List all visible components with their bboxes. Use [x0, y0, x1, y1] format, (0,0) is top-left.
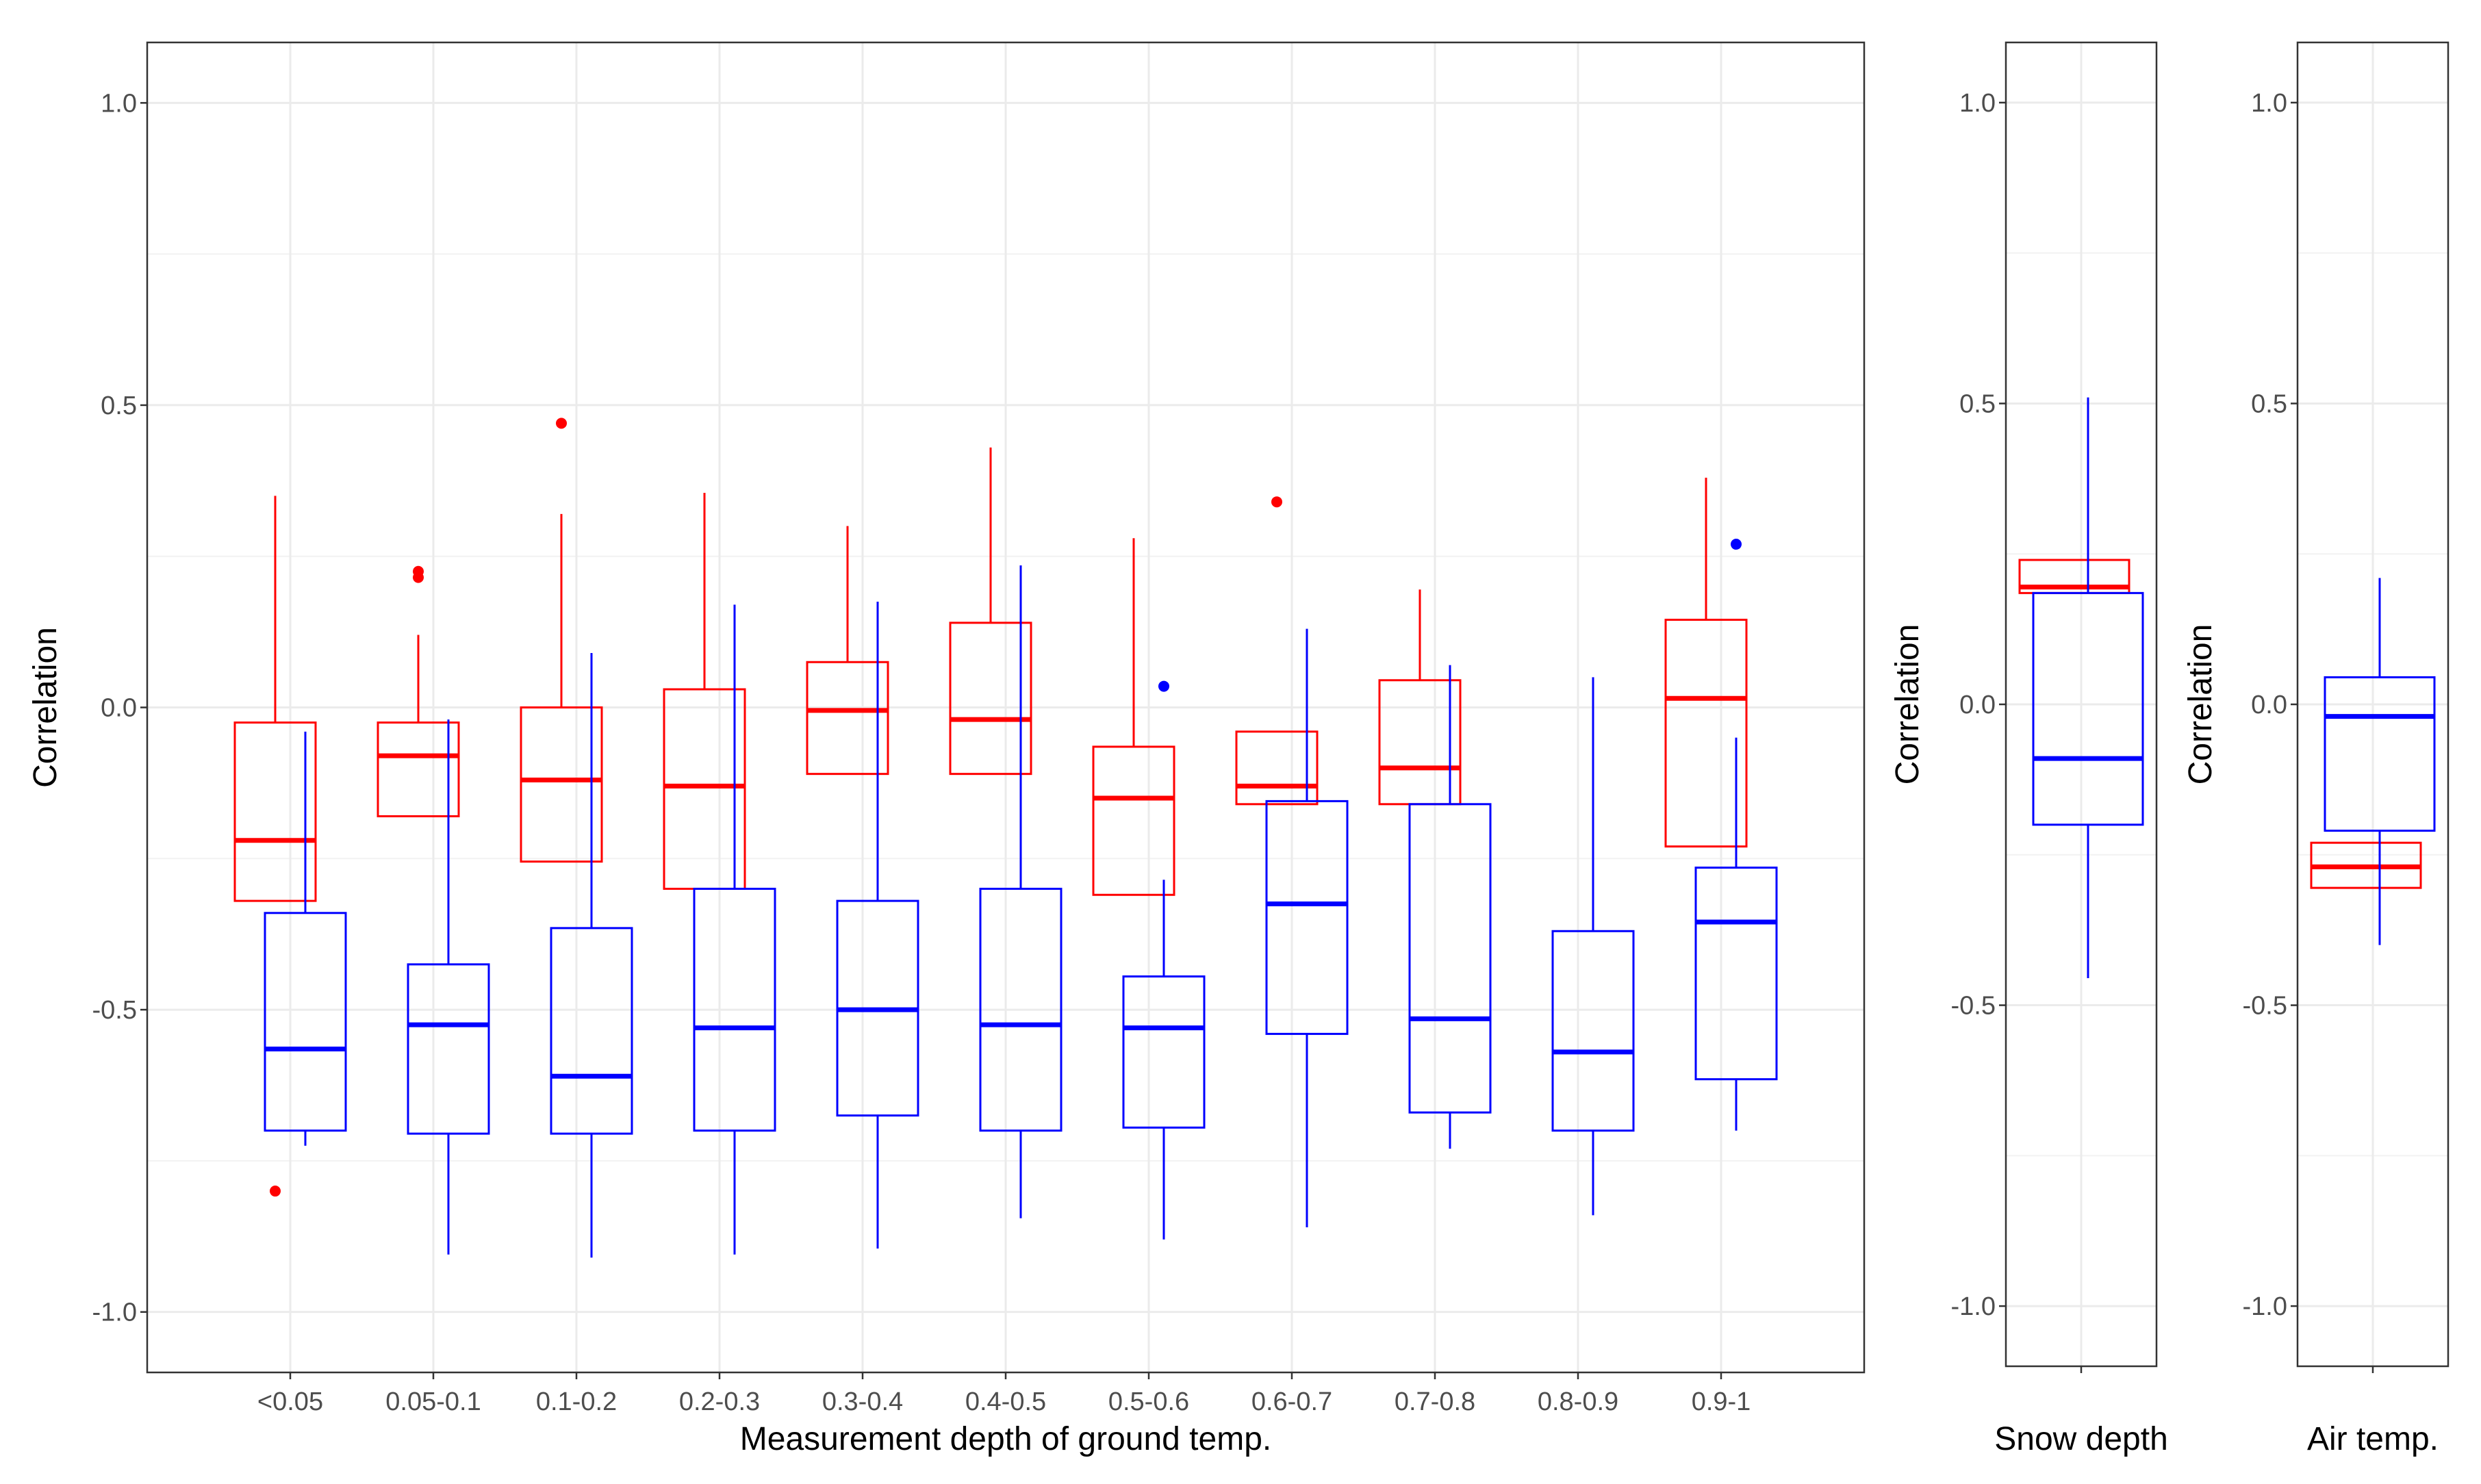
box-red-0.6-0.7 [1235, 496, 1319, 806]
iqr-box [1551, 930, 1635, 1132]
x-tick-label: 0.5-0.6 [1108, 1387, 1189, 1416]
box-blue-0.6-0.7 [1265, 628, 1349, 1228]
x-tick-label: 0.05-0.1 [385, 1387, 481, 1416]
box-red-0.05-0.1 [377, 565, 460, 817]
iqr-box [233, 721, 317, 902]
y-tick-label: 1.0 [1959, 89, 1996, 118]
box-blue-0.5-0.6 [1122, 680, 1206, 1240]
box-blue-<0.05 [264, 731, 347, 1146]
x-tick-label: 0.6-0.7 [1251, 1387, 1332, 1416]
iqr-box [1408, 803, 1492, 1114]
box-red-0.1-0.2 [520, 418, 603, 863]
x-tick-label: 0.8-0.9 [1538, 1387, 1618, 1416]
iqr-box [407, 963, 490, 1135]
x-tick-label: 0.3-0.4 [822, 1387, 903, 1416]
outlier-point [270, 1186, 281, 1197]
y-tick-label: 0.5 [1959, 389, 1996, 418]
iqr-box [949, 622, 1032, 776]
iqr-box [1092, 745, 1175, 896]
y-axis-title: Correlation [2183, 624, 2219, 785]
y-tick-label: 0.0 [2251, 691, 2287, 719]
iqr-box [264, 912, 347, 1132]
y-tick-label: 0.0 [1959, 691, 1996, 719]
box-blue-0.7-0.8 [1408, 665, 1492, 1149]
iqr-box [377, 721, 460, 817]
box-blue-0.8-0.9 [1551, 677, 1635, 1216]
x-tick-label: <0.05 [257, 1387, 323, 1416]
box-red-<0.05 [233, 496, 317, 1197]
iqr-box [806, 661, 889, 776]
iqr-box [2324, 676, 2436, 832]
iqr-box [2032, 591, 2144, 826]
y-tick-label: 0.0 [101, 694, 137, 723]
box-red-0.4-0.5 [949, 447, 1032, 776]
y-tick-label: -0.5 [92, 996, 137, 1025]
x-tick-label: 0.1-0.2 [536, 1387, 617, 1416]
box-blue-Snow depth [2032, 397, 2144, 978]
y-tick-label: -1.0 [92, 1298, 137, 1327]
box-blue-0.1-0.2 [550, 653, 633, 1258]
box-blue-0.05-0.1 [407, 719, 490, 1255]
iqr-box [1694, 867, 1778, 1081]
box-blue-0.4-0.5 [979, 565, 1063, 1218]
outlier-point [413, 565, 424, 577]
y-tick-label: 1.0 [2251, 89, 2287, 118]
x-tick-label: 0.9-1 [1692, 1387, 1751, 1416]
outlier-point [1271, 496, 1282, 508]
box-blue-0.2-0.3 [693, 604, 776, 1255]
iqr-box [520, 706, 603, 863]
x-axis-title: Air temp. [2307, 1421, 2439, 1457]
box-red-0.9-1 [1664, 477, 1748, 848]
x-tick-label: 0.7-0.8 [1395, 1387, 1475, 1416]
panel-1: 1.0 0.5 0.0 -0.5 -1.0 <0.05 0.05-0.1 0.1-0.2 0.2… [27, 41, 1866, 1457]
y-tick-label: 0.5 [2251, 389, 2287, 418]
box-red-Air temp. [2310, 841, 2422, 889]
panel-3: 1.0 0.5 0.0 -0.5 -1.0 Air temp. Correlation [2183, 41, 2450, 1457]
y-axis-title: Correlation [27, 627, 64, 788]
y-tick-label: 1.0 [101, 89, 137, 118]
box-blue-Air temp. [2324, 578, 2436, 945]
box-blue-0.9-1 [1694, 539, 1778, 1131]
y-tick-label: 0.5 [101, 392, 137, 420]
iqr-box [550, 927, 633, 1135]
y-tick-label: -0.5 [2243, 992, 2287, 1021]
iqr-box [1122, 975, 1206, 1129]
panel-2: 1.0 0.5 0.0 -0.5 -1.0 Snow depth Correlation [1890, 41, 2168, 1457]
iqr-box [693, 887, 776, 1132]
iqr-box [979, 887, 1063, 1132]
box-red-0.5-0.6 [1092, 538, 1175, 896]
x-tick-label: 0.4-0.5 [965, 1387, 1046, 1416]
y-axis-title: Correlation [1890, 624, 1926, 785]
box-blue-0.3-0.4 [836, 601, 919, 1249]
y-tick-label: -1.0 [1951, 1292, 1996, 1321]
outlier-point [1158, 680, 1169, 692]
box-red-0.3-0.4 [806, 526, 889, 776]
x-tick-label: 0.2-0.3 [679, 1387, 760, 1416]
outlier-point [556, 418, 567, 429]
iqr-box [1664, 618, 1748, 848]
y-tick-label: -0.5 [1951, 992, 1996, 1021]
x-axis-title: Measurement depth of ground temp. [740, 1421, 1271, 1457]
x-axis-title: Snow depth [1994, 1421, 2168, 1457]
outlier-point [1731, 539, 1742, 550]
y-tick-label: -1.0 [2243, 1292, 2287, 1321]
iqr-box [1265, 799, 1349, 1035]
iqr-box [1235, 730, 1319, 806]
